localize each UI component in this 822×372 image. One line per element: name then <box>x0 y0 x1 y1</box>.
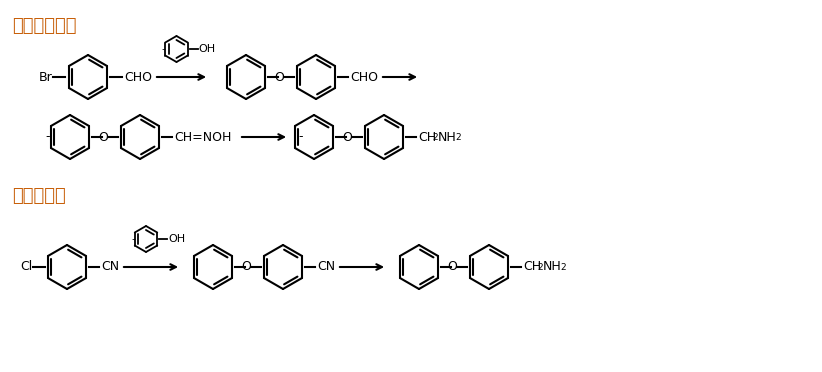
Text: CN: CN <box>101 260 119 273</box>
Text: CHO: CHO <box>350 71 378 83</box>
Text: 腈还原法：: 腈还原法： <box>12 187 66 205</box>
Text: 2: 2 <box>455 132 460 141</box>
Text: Cl: Cl <box>20 260 32 273</box>
Text: OH: OH <box>168 234 185 244</box>
Text: 2: 2 <box>537 263 543 272</box>
Text: -: - <box>298 131 303 144</box>
Text: CH: CH <box>523 260 541 273</box>
Text: O: O <box>447 260 457 273</box>
Text: -: - <box>161 44 165 54</box>
Text: CH=NOH: CH=NOH <box>174 131 231 144</box>
Text: 醛肟还原法：: 醛肟还原法： <box>12 17 76 35</box>
Text: O: O <box>274 71 284 83</box>
Text: CH: CH <box>418 131 436 144</box>
Text: Br: Br <box>39 71 52 83</box>
Text: NH: NH <box>438 131 457 144</box>
Text: CHO: CHO <box>124 71 152 83</box>
Text: -: - <box>46 131 50 144</box>
Text: O: O <box>342 131 352 144</box>
Text: O: O <box>241 260 251 273</box>
Text: O: O <box>98 131 108 144</box>
Text: -: - <box>131 234 135 244</box>
Text: CN: CN <box>317 260 335 273</box>
Text: NH: NH <box>543 260 561 273</box>
Text: OH: OH <box>198 44 215 54</box>
Text: 2: 2 <box>560 263 566 272</box>
Text: 2: 2 <box>432 132 437 141</box>
